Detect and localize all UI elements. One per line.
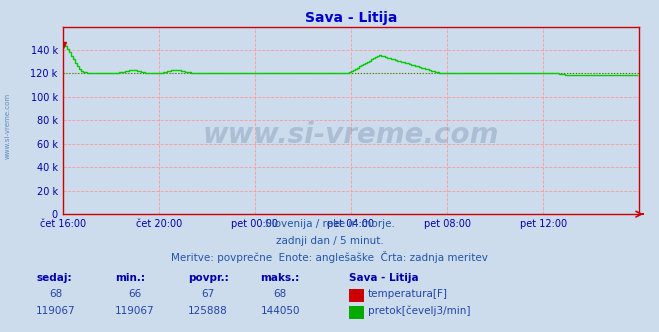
Text: pretok[čevelj3/min]: pretok[čevelj3/min] (368, 305, 471, 316)
Text: www.si-vreme.com: www.si-vreme.com (5, 93, 11, 159)
Text: zadnji dan / 5 minut.: zadnji dan / 5 minut. (275, 236, 384, 246)
Text: 119067: 119067 (115, 306, 155, 316)
Text: www.si-vreme.com: www.si-vreme.com (203, 122, 499, 149)
Text: temperatura[F]: temperatura[F] (368, 289, 447, 299)
Text: 68: 68 (273, 289, 287, 299)
Text: sedaj:: sedaj: (36, 273, 72, 283)
Text: povpr.:: povpr.: (188, 273, 229, 283)
Text: Slovenija / reke in morje.: Slovenija / reke in morje. (264, 219, 395, 229)
Text: 144050: 144050 (260, 306, 300, 316)
Title: Sava - Litija: Sava - Litija (304, 11, 397, 25)
Text: 68: 68 (49, 289, 63, 299)
Text: min.:: min.: (115, 273, 146, 283)
Text: maks.:: maks.: (260, 273, 300, 283)
Text: 66: 66 (129, 289, 142, 299)
Text: Meritve: povprečne  Enote: anglešaške  Črta: zadnja meritev: Meritve: povprečne Enote: anglešaške Črt… (171, 251, 488, 263)
Text: 119067: 119067 (36, 306, 76, 316)
Text: 125888: 125888 (188, 306, 227, 316)
Text: 67: 67 (201, 289, 214, 299)
Text: Sava - Litija: Sava - Litija (349, 273, 419, 283)
